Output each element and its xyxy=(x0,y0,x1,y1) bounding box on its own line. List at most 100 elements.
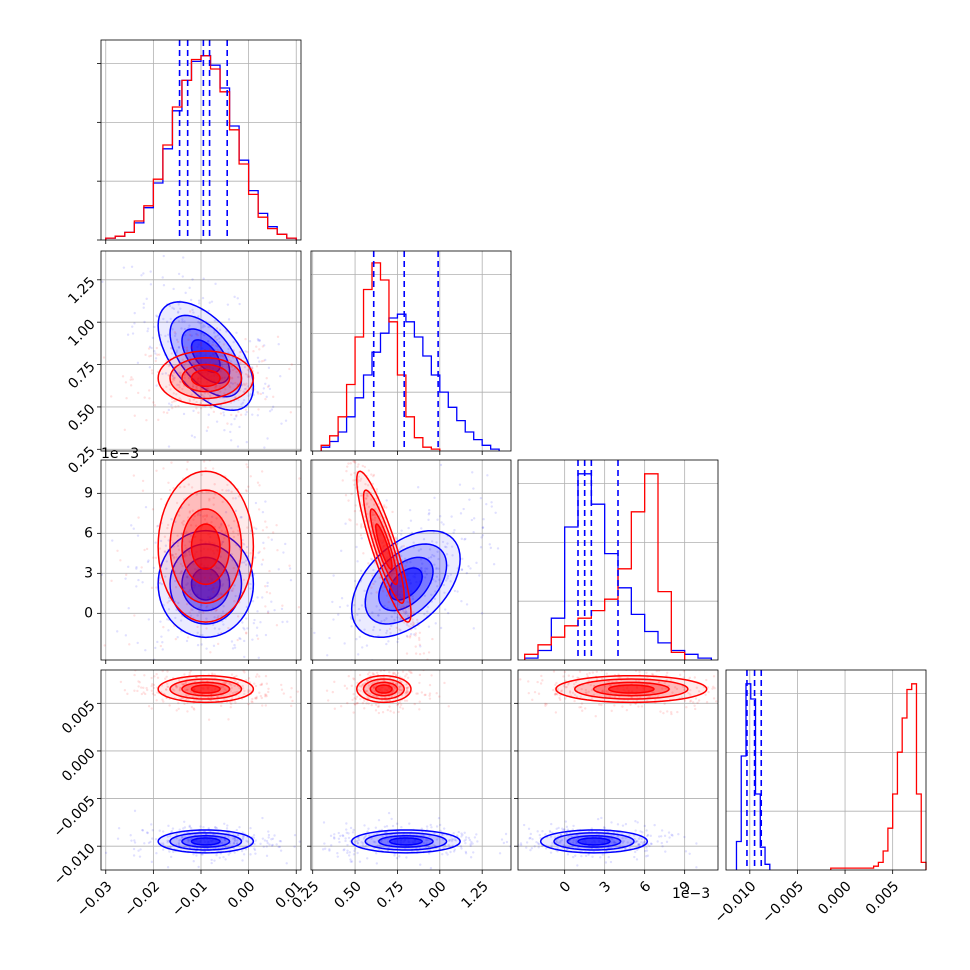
scatter-point xyxy=(602,663,604,665)
scatter-point xyxy=(485,502,488,506)
scatter-point xyxy=(155,384,158,387)
x-tick-label-p1-3: 1.00 xyxy=(416,878,449,911)
scatter-point xyxy=(375,671,379,675)
scatter-point xyxy=(232,535,236,539)
scatter-point xyxy=(135,585,138,588)
scatter-point xyxy=(578,706,581,709)
scatter-point xyxy=(468,838,472,842)
scatter-point xyxy=(767,695,769,697)
scatter-point xyxy=(399,684,403,688)
scatter-point xyxy=(384,696,387,699)
scatter-point xyxy=(406,690,409,694)
scatter-point xyxy=(563,828,566,831)
scatter-point xyxy=(223,380,226,383)
scatter-point xyxy=(231,837,235,840)
scatter-point xyxy=(765,684,767,686)
scatter-point xyxy=(208,366,212,369)
scatter-point xyxy=(154,556,158,559)
scatter-point xyxy=(127,607,130,610)
scatter-point xyxy=(258,360,261,363)
scatter-point xyxy=(670,833,673,837)
scatter-point xyxy=(416,692,419,695)
scatter-point xyxy=(178,514,181,517)
scatter-point xyxy=(354,847,357,850)
scatter-point xyxy=(131,378,134,381)
scatter-point xyxy=(193,568,197,571)
scatter-point xyxy=(148,366,152,369)
scatter-point xyxy=(405,856,408,859)
scatter-point xyxy=(240,849,244,853)
scatter-point xyxy=(682,670,686,673)
scatter-point xyxy=(133,841,137,844)
scatter-point xyxy=(187,590,190,594)
scatter-point xyxy=(660,841,664,845)
scatter-point xyxy=(666,710,669,713)
scatter-point xyxy=(199,402,202,405)
scatter-point xyxy=(689,689,692,692)
scatter-point xyxy=(210,858,213,862)
scatter-point xyxy=(166,682,169,685)
scatter-point xyxy=(192,518,195,522)
scatter-point xyxy=(133,673,136,677)
x-tick-label-p2-1: 3 xyxy=(597,878,615,896)
scatter-point xyxy=(175,349,179,352)
scatter-point xyxy=(130,265,134,268)
scatter-point xyxy=(268,592,272,595)
scatter-point xyxy=(195,366,199,370)
scatter-point xyxy=(367,827,370,830)
panel-frame-3-0 xyxy=(100,669,302,871)
scatter-point xyxy=(571,841,575,844)
scatter-point xyxy=(130,524,133,527)
scatter-point xyxy=(135,567,138,570)
scatter-point xyxy=(222,355,225,358)
scatter-point xyxy=(570,835,573,838)
scatter-point xyxy=(411,603,414,606)
scatter-point xyxy=(414,634,417,637)
scatter-point xyxy=(403,557,407,561)
scatter-point xyxy=(643,824,646,828)
scatter-point xyxy=(217,849,220,853)
scatter-point xyxy=(244,373,248,376)
scatter-point xyxy=(251,700,254,704)
scatter-point xyxy=(352,677,355,680)
scatter-point xyxy=(214,826,217,829)
scatter-point xyxy=(217,567,220,570)
scatter-point xyxy=(183,363,186,367)
scatter-point xyxy=(189,826,193,830)
scatter-point xyxy=(371,482,375,486)
scatter-point xyxy=(343,642,346,645)
scatter-point xyxy=(230,697,234,700)
scatter-point xyxy=(146,560,150,564)
scatter-point xyxy=(554,683,557,687)
scatter-point xyxy=(606,691,610,694)
scatter-point xyxy=(216,642,220,646)
scatter-point xyxy=(433,597,437,601)
scatter-point xyxy=(634,829,637,832)
scatter-point xyxy=(315,419,317,421)
scatter-point xyxy=(577,846,580,849)
scatter-point xyxy=(533,690,537,694)
scatter-point xyxy=(549,851,553,854)
scatter-point xyxy=(240,403,243,406)
scatter-point xyxy=(211,343,214,347)
scatter-point xyxy=(175,556,178,559)
scatter-point xyxy=(446,853,449,856)
scatter-point xyxy=(246,373,249,377)
scatter-point xyxy=(220,841,224,845)
scatter-point xyxy=(346,851,349,855)
scatter-point xyxy=(649,834,652,838)
scatter-point xyxy=(175,393,178,396)
scatter-point xyxy=(609,860,613,864)
contour-series_a-3-2-3 xyxy=(577,837,611,846)
scatter-series_a-3-1 xyxy=(321,811,511,870)
scatter-point xyxy=(400,620,404,623)
scatter-point xyxy=(216,695,219,699)
scatter-point xyxy=(142,272,145,275)
scatter-point xyxy=(208,497,211,501)
scatter-point xyxy=(696,701,699,704)
scatter-point xyxy=(196,452,198,454)
scatter-point xyxy=(213,386,217,389)
scatter-point xyxy=(245,551,248,554)
scatter-point xyxy=(586,675,589,678)
scatter-point xyxy=(226,483,229,487)
